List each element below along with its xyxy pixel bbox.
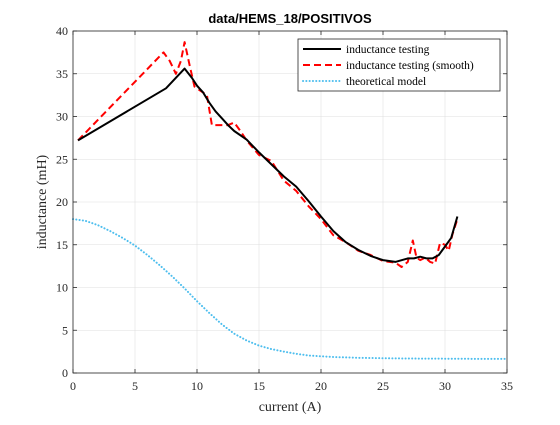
ticks: 0 5 10 15 20 25 30 35 0 5 10 15 20 25 30 35 40 xyxy=(56,24,513,393)
y-tick-label: 20 xyxy=(56,195,68,209)
series-layer xyxy=(72,41,508,360)
y-tick-label: 5 xyxy=(62,323,68,337)
chart-title: data/HEMS_18/POSITIVOS xyxy=(208,11,372,26)
y-tick-label: 10 xyxy=(56,281,68,295)
x-tick-label: 10 xyxy=(191,379,203,393)
x-tick-label: 30 xyxy=(439,379,451,393)
y-tick-label: 40 xyxy=(56,24,68,38)
legend-label-inductance-testing-smooth: inductance testing (smooth) xyxy=(346,60,474,72)
y-tick-label: 35 xyxy=(56,67,68,81)
series-line-inductance-testing-smooth xyxy=(77,41,459,268)
series-line-theoretical-model xyxy=(72,218,508,360)
y-tick-label: 0 xyxy=(62,366,68,380)
x-tick-label: 35 xyxy=(501,379,513,393)
series-line-inductance-testing xyxy=(77,67,459,263)
y-tick-label: 30 xyxy=(56,110,68,124)
legend: inductance testing inductance testing (s… xyxy=(297,38,501,92)
x-axis-label: current (A) xyxy=(259,400,322,415)
x-tick-label: 0 xyxy=(70,379,76,393)
y-tick-label: 25 xyxy=(56,152,68,166)
legend-label-theoretical-model: theoretical model xyxy=(346,76,426,88)
legend-label-inductance-testing: inductance testing xyxy=(346,44,430,56)
x-tick-label: 15 xyxy=(253,379,265,393)
y-axis-label: inductance (mH) xyxy=(35,154,50,249)
y-tick-label: 15 xyxy=(56,238,68,252)
x-tick-label: 20 xyxy=(315,379,327,393)
x-tick-label: 25 xyxy=(377,379,389,393)
x-tick-label: 5 xyxy=(132,379,138,393)
